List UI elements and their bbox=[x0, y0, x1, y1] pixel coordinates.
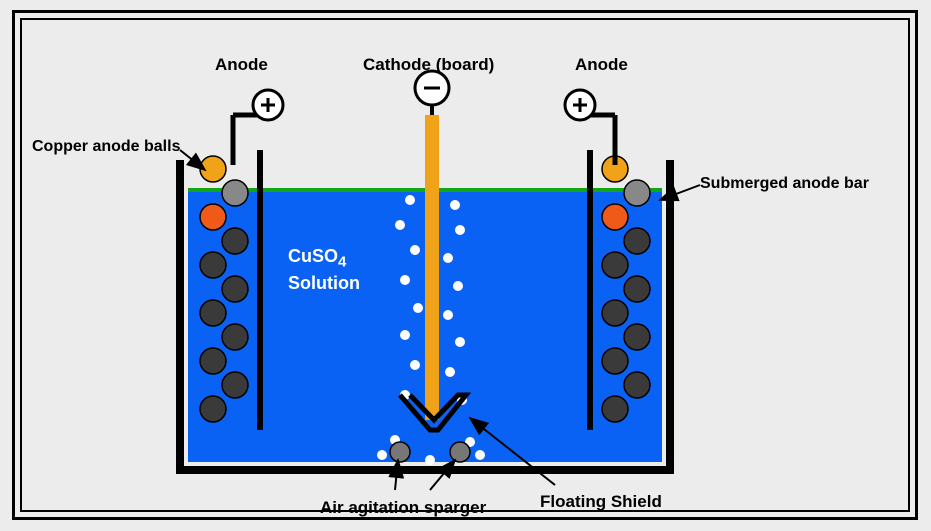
label-sparger: Air agitation sparger bbox=[320, 498, 486, 518]
bubble bbox=[395, 220, 405, 230]
bubble bbox=[443, 253, 453, 263]
sparger-nozzle bbox=[390, 442, 410, 462]
label-cathode: Cathode (board) bbox=[363, 55, 494, 75]
bubble bbox=[377, 450, 387, 460]
bubble bbox=[455, 337, 465, 347]
bubble bbox=[425, 455, 435, 465]
bubble bbox=[405, 195, 415, 205]
anode-ball-left bbox=[222, 180, 248, 206]
anode-ball-left bbox=[200, 204, 226, 230]
anode-ball-right bbox=[602, 348, 628, 374]
cathode-board bbox=[425, 115, 439, 420]
anode-ball-left bbox=[222, 276, 248, 302]
anode-ball-right bbox=[602, 396, 628, 422]
anode-ball-right bbox=[624, 228, 650, 254]
label-anode-left: Anode bbox=[215, 55, 268, 75]
anode-ball-right bbox=[602, 204, 628, 230]
anode-ball-left bbox=[200, 252, 226, 278]
label-submerged-bar: Submerged anode bar bbox=[700, 175, 869, 193]
label-copper-balls: Copper anode balls bbox=[32, 138, 180, 156]
bubble bbox=[410, 360, 420, 370]
anode-ball-left bbox=[200, 396, 226, 422]
anode-ball-left bbox=[222, 372, 248, 398]
anode-ball-left bbox=[200, 348, 226, 374]
anode-ball-right bbox=[624, 324, 650, 350]
anode-ball-right bbox=[602, 300, 628, 326]
bubble bbox=[400, 330, 410, 340]
bubble bbox=[475, 450, 485, 460]
solution-word: Solution bbox=[288, 273, 360, 293]
label-anode-right: Anode bbox=[575, 55, 628, 75]
bubble bbox=[413, 303, 423, 313]
anode-ball-left bbox=[222, 324, 248, 350]
bubble bbox=[400, 275, 410, 285]
sparger-pointer-1 bbox=[395, 460, 398, 490]
bubble bbox=[445, 367, 455, 377]
anode-ball-right bbox=[624, 276, 650, 302]
bubble bbox=[450, 200, 460, 210]
anode-ball-left bbox=[222, 228, 248, 254]
anode-ball-right bbox=[602, 252, 628, 278]
bubble bbox=[455, 225, 465, 235]
bubble bbox=[410, 245, 420, 255]
label-shield: Floating Shield bbox=[540, 492, 662, 512]
bubble bbox=[453, 281, 463, 291]
label-solution: CuSO4 Solution bbox=[288, 245, 360, 295]
anode-ball-right bbox=[624, 180, 650, 206]
anode-ball-left bbox=[200, 300, 226, 326]
sparger-nozzle bbox=[450, 442, 470, 462]
electroplating-diagram bbox=[0, 0, 931, 531]
solution-formula: CuSO4 bbox=[288, 246, 346, 266]
sparger-pointer-2 bbox=[430, 460, 455, 490]
bubble bbox=[443, 310, 453, 320]
anode-ball-right bbox=[624, 372, 650, 398]
